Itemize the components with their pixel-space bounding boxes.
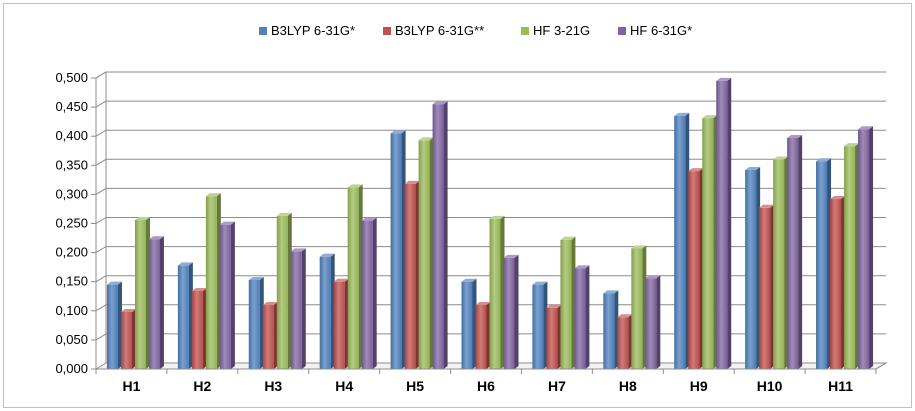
bar xyxy=(716,77,732,369)
legend-item: B3LYP 6-31G* xyxy=(259,23,355,38)
bar xyxy=(205,193,221,369)
bar xyxy=(120,308,136,369)
y-axis: 0,000 0,050 0,100 0,150 0,200 0,250 0,300 0,350… xyxy=(55,70,107,376)
bar xyxy=(148,236,164,369)
bar xyxy=(631,245,647,369)
bar xyxy=(219,221,235,369)
bar xyxy=(177,262,193,369)
bar xyxy=(759,204,775,369)
bar xyxy=(645,275,661,369)
bar xyxy=(858,126,874,369)
x-tick-label: H3 xyxy=(264,378,282,394)
bar xyxy=(418,137,434,369)
x-tick-label: H10 xyxy=(757,378,783,394)
bar xyxy=(617,314,633,369)
x-tick-label: H6 xyxy=(477,378,495,394)
x-axis: H1 H2 H3 H4 H5 H6 H7 H8 H9 H10 H11 xyxy=(95,362,887,394)
x-tick-label: H4 xyxy=(335,378,353,394)
bar xyxy=(106,281,122,369)
y-tick-label: 0,450 xyxy=(55,99,88,114)
bar xyxy=(134,217,150,369)
x-axis-right-edge xyxy=(875,362,887,370)
bar xyxy=(262,301,278,369)
bar xyxy=(844,143,860,369)
y-tick-label: 0,200 xyxy=(55,245,88,260)
legend-label: B3LYP 6-31G** xyxy=(395,23,484,38)
bar xyxy=(787,134,803,369)
legend-label: HF 3-21G xyxy=(533,23,590,38)
legend-swatch xyxy=(618,27,626,35)
bar xyxy=(489,215,505,369)
x-tick-label: H2 xyxy=(193,378,211,394)
legend-swatch xyxy=(383,27,391,35)
y-tick-label: 0,400 xyxy=(55,128,88,143)
bar xyxy=(830,196,846,369)
legend-label: B3LYP 6-31G* xyxy=(271,23,355,38)
bar xyxy=(532,281,548,369)
y-tick-label: 0,150 xyxy=(55,274,88,289)
legend-swatch xyxy=(259,27,267,35)
bar xyxy=(248,276,264,369)
bar xyxy=(773,156,789,369)
bar xyxy=(404,180,420,369)
bar xyxy=(290,248,306,369)
bar xyxy=(432,101,448,369)
legend-swatch xyxy=(521,27,529,35)
bar xyxy=(461,278,477,369)
y-tick-label: 0,350 xyxy=(55,157,88,172)
bar xyxy=(745,166,761,369)
x-tick-label: H5 xyxy=(406,378,424,394)
legend-item: HF 3-21G xyxy=(521,23,590,38)
bar xyxy=(333,278,349,369)
bar xyxy=(390,130,406,369)
bar xyxy=(361,217,377,369)
bar xyxy=(347,184,363,369)
bar xyxy=(574,265,590,369)
bar xyxy=(688,168,704,369)
x-tick-label: H9 xyxy=(690,378,708,394)
y-tick-label: 0,000 xyxy=(55,361,88,376)
bar xyxy=(319,253,335,369)
bar xyxy=(702,115,718,370)
bar xyxy=(546,304,562,369)
legend-item: B3LYP 6-31G** xyxy=(383,23,484,38)
bar xyxy=(475,301,491,369)
legend-label: HF 6-31G* xyxy=(630,23,692,38)
bar xyxy=(191,288,207,369)
y-tick-label: 0,250 xyxy=(55,216,88,231)
bar xyxy=(276,212,292,369)
bar xyxy=(603,290,619,369)
y-axis-line xyxy=(95,71,107,369)
legend: B3LYP 6-31G* B3LYP 6-31G** HF 3-21G HF 6-31… xyxy=(259,23,692,38)
y-tick-label: 0,500 xyxy=(55,70,88,85)
x-tick-label: H8 xyxy=(619,378,637,394)
y-tick-label: 0,050 xyxy=(55,332,88,347)
bar xyxy=(674,112,690,369)
legend-item: HF 6-31G* xyxy=(618,23,692,38)
x-tick-label: H7 xyxy=(548,378,566,394)
bar xyxy=(503,254,519,369)
x-tick-label: H11 xyxy=(828,378,853,394)
bars xyxy=(106,77,874,370)
y-tick-label: 0,300 xyxy=(55,186,88,201)
bar xyxy=(816,158,832,369)
x-tick-label: H1 xyxy=(123,378,141,394)
y-tick-label: 0,100 xyxy=(55,303,88,318)
bar xyxy=(560,236,576,369)
